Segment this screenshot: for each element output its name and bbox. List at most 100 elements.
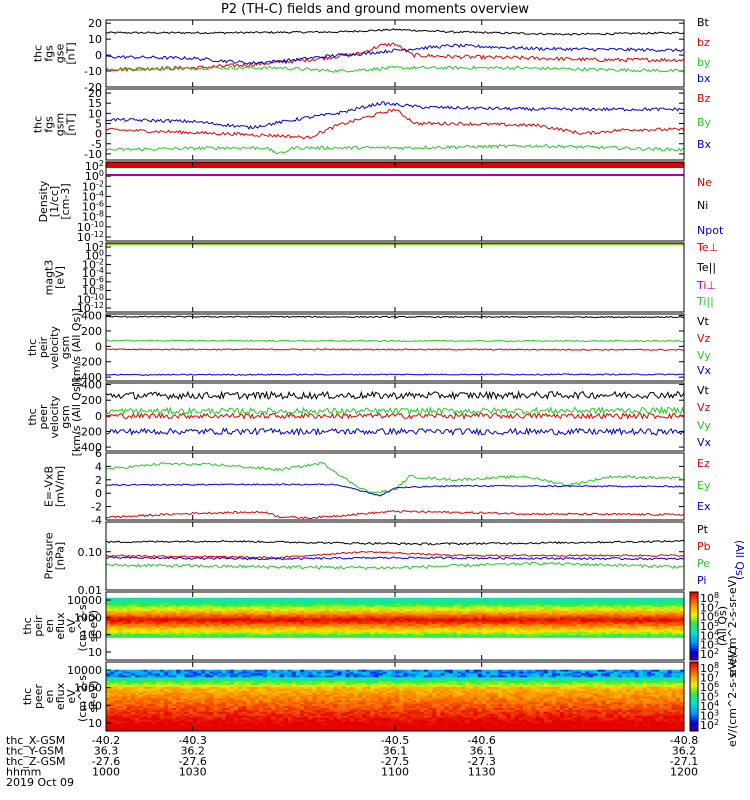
heatmap-cell bbox=[679, 599, 685, 602]
heatmap-cell bbox=[415, 607, 421, 610]
heatmap-cell bbox=[155, 669, 161, 673]
heatmap-cell bbox=[630, 622, 635, 625]
heatmap-cell bbox=[328, 622, 334, 625]
heatmap-cell bbox=[539, 683, 545, 686]
heatmap-cell bbox=[568, 627, 573, 631]
heatmap-cell bbox=[229, 618, 235, 621]
heatmap-cell bbox=[320, 616, 326, 619]
heatmap-cell bbox=[589, 690, 594, 694]
heatmap-cell bbox=[539, 688, 545, 692]
heatmap-cell bbox=[378, 620, 384, 623]
heatmap-cell bbox=[428, 686, 433, 690]
heatmap-cell bbox=[473, 633, 478, 636]
heatmap-cell bbox=[436, 626, 441, 629]
heatmap-cell bbox=[362, 618, 367, 621]
heatmap-cell bbox=[399, 690, 404, 694]
heatmap-cell bbox=[378, 633, 384, 636]
heatmap-cell bbox=[452, 603, 458, 606]
heatmap-cell bbox=[184, 683, 189, 686]
heatmap-cell bbox=[217, 681, 223, 684]
colorbar-step bbox=[690, 643, 698, 646]
heatmap-cell bbox=[613, 629, 619, 633]
heatmap-cell bbox=[576, 679, 582, 682]
heatmap-cell bbox=[201, 671, 206, 674]
heatmap-cell bbox=[106, 599, 111, 602]
heatmap-cell bbox=[589, 605, 594, 608]
heatmap-cell bbox=[560, 683, 565, 686]
heatmap-cell bbox=[638, 688, 644, 692]
heatmap-cell bbox=[651, 685, 656, 688]
heatmap-cell bbox=[461, 627, 466, 631]
legend-Vt: Vt bbox=[697, 315, 710, 328]
heatmap-cell bbox=[196, 624, 202, 627]
heatmap-cell bbox=[655, 675, 660, 678]
heatmap-cell bbox=[551, 607, 557, 610]
heatmap-cell bbox=[659, 605, 664, 608]
heatmap-cell bbox=[675, 688, 681, 692]
heatmap-cell bbox=[432, 599, 437, 602]
heatmap-cell bbox=[225, 622, 231, 625]
heatmap-cell bbox=[283, 673, 289, 676]
heatmap-cell bbox=[568, 685, 573, 688]
heatmap-cell bbox=[184, 610, 189, 614]
heatmap-cell bbox=[630, 626, 635, 629]
heatmap-cell bbox=[188, 618, 194, 621]
heatmap-cell bbox=[518, 633, 524, 636]
heatmap-cell bbox=[209, 677, 214, 680]
heatmap-cell bbox=[366, 603, 371, 606]
heatmap-cell bbox=[605, 609, 611, 612]
heatmap-cell bbox=[651, 601, 656, 604]
heatmap-cell bbox=[518, 622, 524, 625]
heatmap-cell bbox=[473, 685, 478, 688]
heatmap-cell bbox=[201, 631, 206, 635]
heatmap-cell bbox=[176, 603, 181, 606]
heatmap-cell bbox=[510, 610, 516, 614]
heatmap-cell bbox=[213, 688, 218, 692]
heatmap-cell bbox=[114, 626, 119, 629]
heatmap-cell bbox=[601, 679, 606, 682]
heatmap-cell bbox=[279, 612, 284, 616]
heatmap-cell bbox=[518, 671, 524, 674]
heatmap-cell bbox=[490, 669, 495, 673]
heatmap-cell bbox=[560, 624, 565, 627]
heatmap-cell bbox=[118, 675, 123, 678]
heatmap-cell bbox=[444, 673, 450, 676]
heatmap-cell bbox=[485, 612, 491, 616]
heatmap-cell bbox=[428, 624, 433, 627]
heatmap-cell bbox=[543, 616, 549, 619]
heatmap-cell bbox=[254, 609, 260, 612]
heatmap-cell bbox=[184, 671, 189, 674]
heatmap-cell bbox=[634, 614, 640, 618]
colorbar-step bbox=[690, 649, 698, 652]
heatmap-cell bbox=[655, 607, 660, 610]
heatmap-cell bbox=[275, 609, 280, 612]
heatmap-cell bbox=[139, 601, 144, 604]
heatmap-cell bbox=[225, 671, 231, 674]
heatmap-cell bbox=[613, 690, 619, 694]
heatmap-cell bbox=[556, 679, 561, 682]
heatmap-cell bbox=[671, 669, 677, 673]
heatmap-cell bbox=[655, 605, 660, 608]
heatmap-cell bbox=[461, 677, 466, 680]
heatmap-cell bbox=[126, 633, 132, 636]
heatmap-cell bbox=[626, 629, 631, 633]
heatmap-cell bbox=[428, 597, 433, 601]
heatmap-cell bbox=[374, 675, 379, 678]
heatmap-cell bbox=[440, 616, 445, 619]
heatmap-cell bbox=[110, 622, 115, 625]
heatmap-cell bbox=[630, 673, 635, 676]
heatmap-cell bbox=[560, 603, 565, 606]
heatmap-cell bbox=[440, 627, 445, 631]
heatmap-cell bbox=[374, 673, 379, 676]
heatmap-cell bbox=[130, 603, 136, 606]
colorbar-tick-label: 108 bbox=[700, 591, 719, 605]
heatmap-cell bbox=[291, 618, 297, 621]
heatmap-cell bbox=[357, 683, 363, 686]
heatmap-cell bbox=[345, 609, 351, 612]
heatmap-cell bbox=[155, 605, 161, 608]
heatmap-cell bbox=[176, 685, 181, 688]
heatmap-cell bbox=[572, 683, 578, 686]
heatmap-cell bbox=[201, 686, 206, 690]
heatmap-cell bbox=[345, 633, 351, 636]
heatmap-cell bbox=[357, 616, 363, 619]
